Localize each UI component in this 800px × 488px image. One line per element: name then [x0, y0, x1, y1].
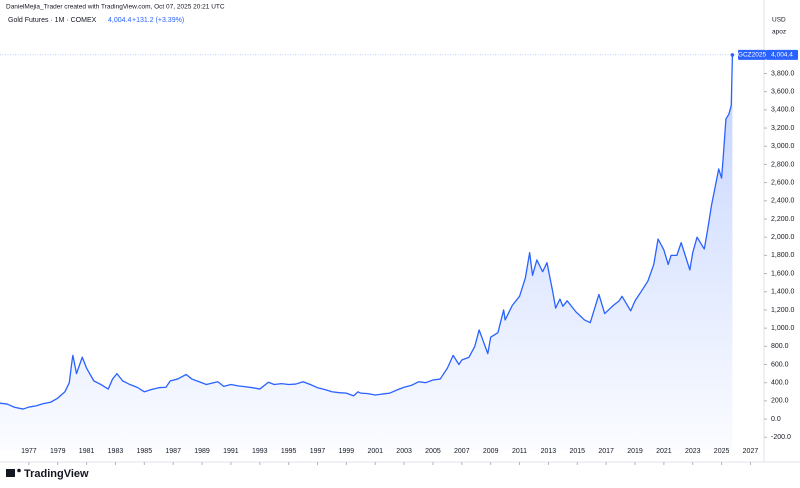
y-tick-label: 200.0 [771, 398, 789, 405]
y-tick-label: 1,000.0 [771, 325, 794, 332]
x-tick-label: 2023 [685, 448, 701, 455]
y-tick-label: 0.0 [771, 416, 781, 423]
brand: TradingView [24, 468, 89, 480]
price-line [0, 54, 734, 410]
x-tick-label: 1991 [223, 448, 239, 455]
x-tick-label: 2017 [598, 448, 614, 455]
symbol-label: GCZ2025 [738, 52, 767, 59]
y-tick-label: 3,600.0 [771, 89, 794, 96]
chart-title: Gold Futures · 1M · COMEX [8, 17, 97, 24]
currency: USD [772, 17, 786, 24]
logo: TradingView [6, 468, 89, 480]
y-tick-label: 1,200.0 [771, 307, 794, 314]
price-tag [766, 49, 798, 60]
x-tick-label: 2013 [541, 448, 557, 455]
x-tick-label: 2015 [569, 448, 585, 455]
x-tick-label: 1979 [50, 448, 66, 455]
y-tick-label: 1,400.0 [771, 289, 794, 296]
logo-mark [6, 469, 15, 477]
y-tick-label: 1,800.0 [771, 252, 794, 259]
x-tick-label: 1999 [339, 448, 355, 455]
x-tick-label: 2027 [743, 448, 759, 455]
x-tick-label: 1981 [79, 448, 95, 455]
x-tick-label: 2021 [656, 448, 672, 455]
price-tag-label: 4,004.4 [771, 52, 793, 59]
logo-dot [17, 468, 21, 473]
x-tick-label: 1983 [108, 448, 124, 455]
x-tick-label: 2001 [367, 448, 383, 455]
x-tick-label: 2011 [512, 448, 527, 455]
x-tick-label: 1985 [137, 448, 153, 455]
y-tick-label: 2,200.0 [771, 216, 794, 223]
y-tick-label: 2,600.0 [771, 179, 794, 186]
y-tick-label: 3,000.0 [771, 143, 794, 150]
x-tick-label: 1997 [310, 448, 326, 455]
x-tick-label: 2025 [714, 448, 730, 455]
x-tick-label: 2005 [425, 448, 441, 455]
y-tick-label: 800.0 [771, 343, 789, 350]
y-tick-label: 2,800.0 [771, 161, 794, 168]
y-tick-label: 600.0 [771, 361, 789, 368]
x-tick-label: 1995 [281, 448, 297, 455]
y-tick-label: 1,600.0 [771, 270, 794, 277]
y-tick-label: 400.0 [771, 380, 789, 387]
y-tick-label: 2,000.0 [771, 234, 794, 241]
x-tick-label: 1977 [21, 448, 37, 455]
credit: DanielMejia_Trader created with TradingV… [6, 4, 225, 11]
area-fill [0, 54, 733, 450]
last-point [730, 53, 735, 57]
y-tick-label: 3,800.0 [771, 70, 794, 77]
x-tick-label: 2003 [396, 448, 412, 455]
symbol-tag [738, 49, 766, 60]
unit: apoz [772, 29, 786, 36]
y-tick-label: -200.0 [771, 434, 791, 441]
x-tick-label: 2019 [627, 448, 643, 455]
x-tick-label: 2007 [454, 448, 470, 455]
y-tick-label: 2,400.0 [771, 198, 794, 205]
x-tick-label: 2009 [483, 448, 499, 455]
x-tick-label: 1987 [165, 448, 181, 455]
y-tick-label: 3,200.0 [771, 125, 794, 132]
x-tick-label: 1989 [194, 448, 210, 455]
x-tick-label: 1993 [252, 448, 268, 455]
price-change: +131.2 (+3.39%) [132, 17, 184, 24]
y-tick-label: 3,400.0 [771, 107, 794, 114]
last-price: 4,004.4 [108, 17, 131, 24]
